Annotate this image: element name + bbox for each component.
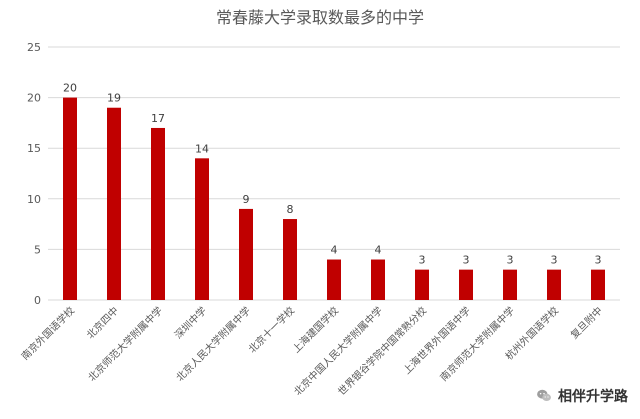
y-tick-label: 20 bbox=[27, 92, 41, 105]
data-label: 3 bbox=[419, 254, 426, 267]
data-labels-layer: 20 19 17 14 9 8 4 4 3 3 3 3 3 bbox=[63, 82, 602, 267]
watermark: 相伴升学路 bbox=[536, 385, 628, 407]
bar bbox=[107, 107, 121, 300]
x-category-label: 北京人民大学附属中学 bbox=[173, 304, 253, 384]
wechat-icon bbox=[537, 389, 551, 401]
y-tick-label: 25 bbox=[27, 41, 41, 54]
bar bbox=[503, 269, 517, 300]
data-label: 3 bbox=[507, 254, 514, 267]
bar bbox=[151, 127, 165, 301]
y-tick-label: 10 bbox=[27, 193, 41, 206]
chart-title: 常春藤大学录取数最多的中学 bbox=[216, 8, 424, 27]
grid-layer bbox=[48, 46, 620, 301]
bar bbox=[63, 97, 77, 300]
x-category-label: 北京四中 bbox=[84, 304, 121, 341]
x-category-label: 深圳中学 bbox=[172, 304, 209, 341]
x-category-label: 北京十一学校 bbox=[246, 304, 298, 356]
x-category-label: 北京师范大学附属中学 bbox=[85, 304, 165, 384]
data-label: 8 bbox=[287, 203, 294, 216]
data-label: 19 bbox=[107, 92, 121, 105]
bar bbox=[371, 259, 385, 300]
bar bbox=[459, 269, 473, 300]
y-tick-label: 0 bbox=[34, 294, 41, 307]
data-label: 17 bbox=[151, 112, 165, 125]
data-label: 3 bbox=[551, 254, 558, 267]
x-category-label: 南京外国语学校 bbox=[18, 304, 77, 363]
watermark-text: 相伴升学路 bbox=[558, 389, 628, 405]
data-label: 9 bbox=[243, 193, 250, 206]
bars-layer bbox=[63, 97, 605, 301]
x-category-label: 世界银谷学院中国常熟分校 bbox=[335, 304, 429, 398]
data-label: 3 bbox=[463, 254, 470, 267]
x-category-label: 南京师范大学附属中学 bbox=[437, 304, 517, 384]
bar bbox=[327, 259, 341, 300]
bar bbox=[591, 269, 605, 300]
data-label: 4 bbox=[375, 244, 382, 257]
x-category-label: 上海建国学校 bbox=[290, 304, 342, 356]
x-category-label: 北京中国人民大学附属中学 bbox=[291, 304, 385, 398]
bar bbox=[283, 219, 297, 300]
y-tick-label: 15 bbox=[27, 142, 41, 155]
bar bbox=[547, 269, 561, 300]
data-label: 14 bbox=[195, 142, 209, 155]
bar bbox=[195, 158, 209, 300]
bar bbox=[415, 269, 429, 300]
data-label: 20 bbox=[63, 82, 77, 95]
x-category-label: 复旦附中 bbox=[568, 304, 605, 341]
y-axis-ticks: 0 5 10 15 20 25 bbox=[27, 41, 41, 307]
data-label: 4 bbox=[331, 244, 338, 257]
data-label: 3 bbox=[595, 254, 602, 267]
bar bbox=[239, 208, 253, 300]
y-tick-label: 5 bbox=[34, 243, 41, 256]
